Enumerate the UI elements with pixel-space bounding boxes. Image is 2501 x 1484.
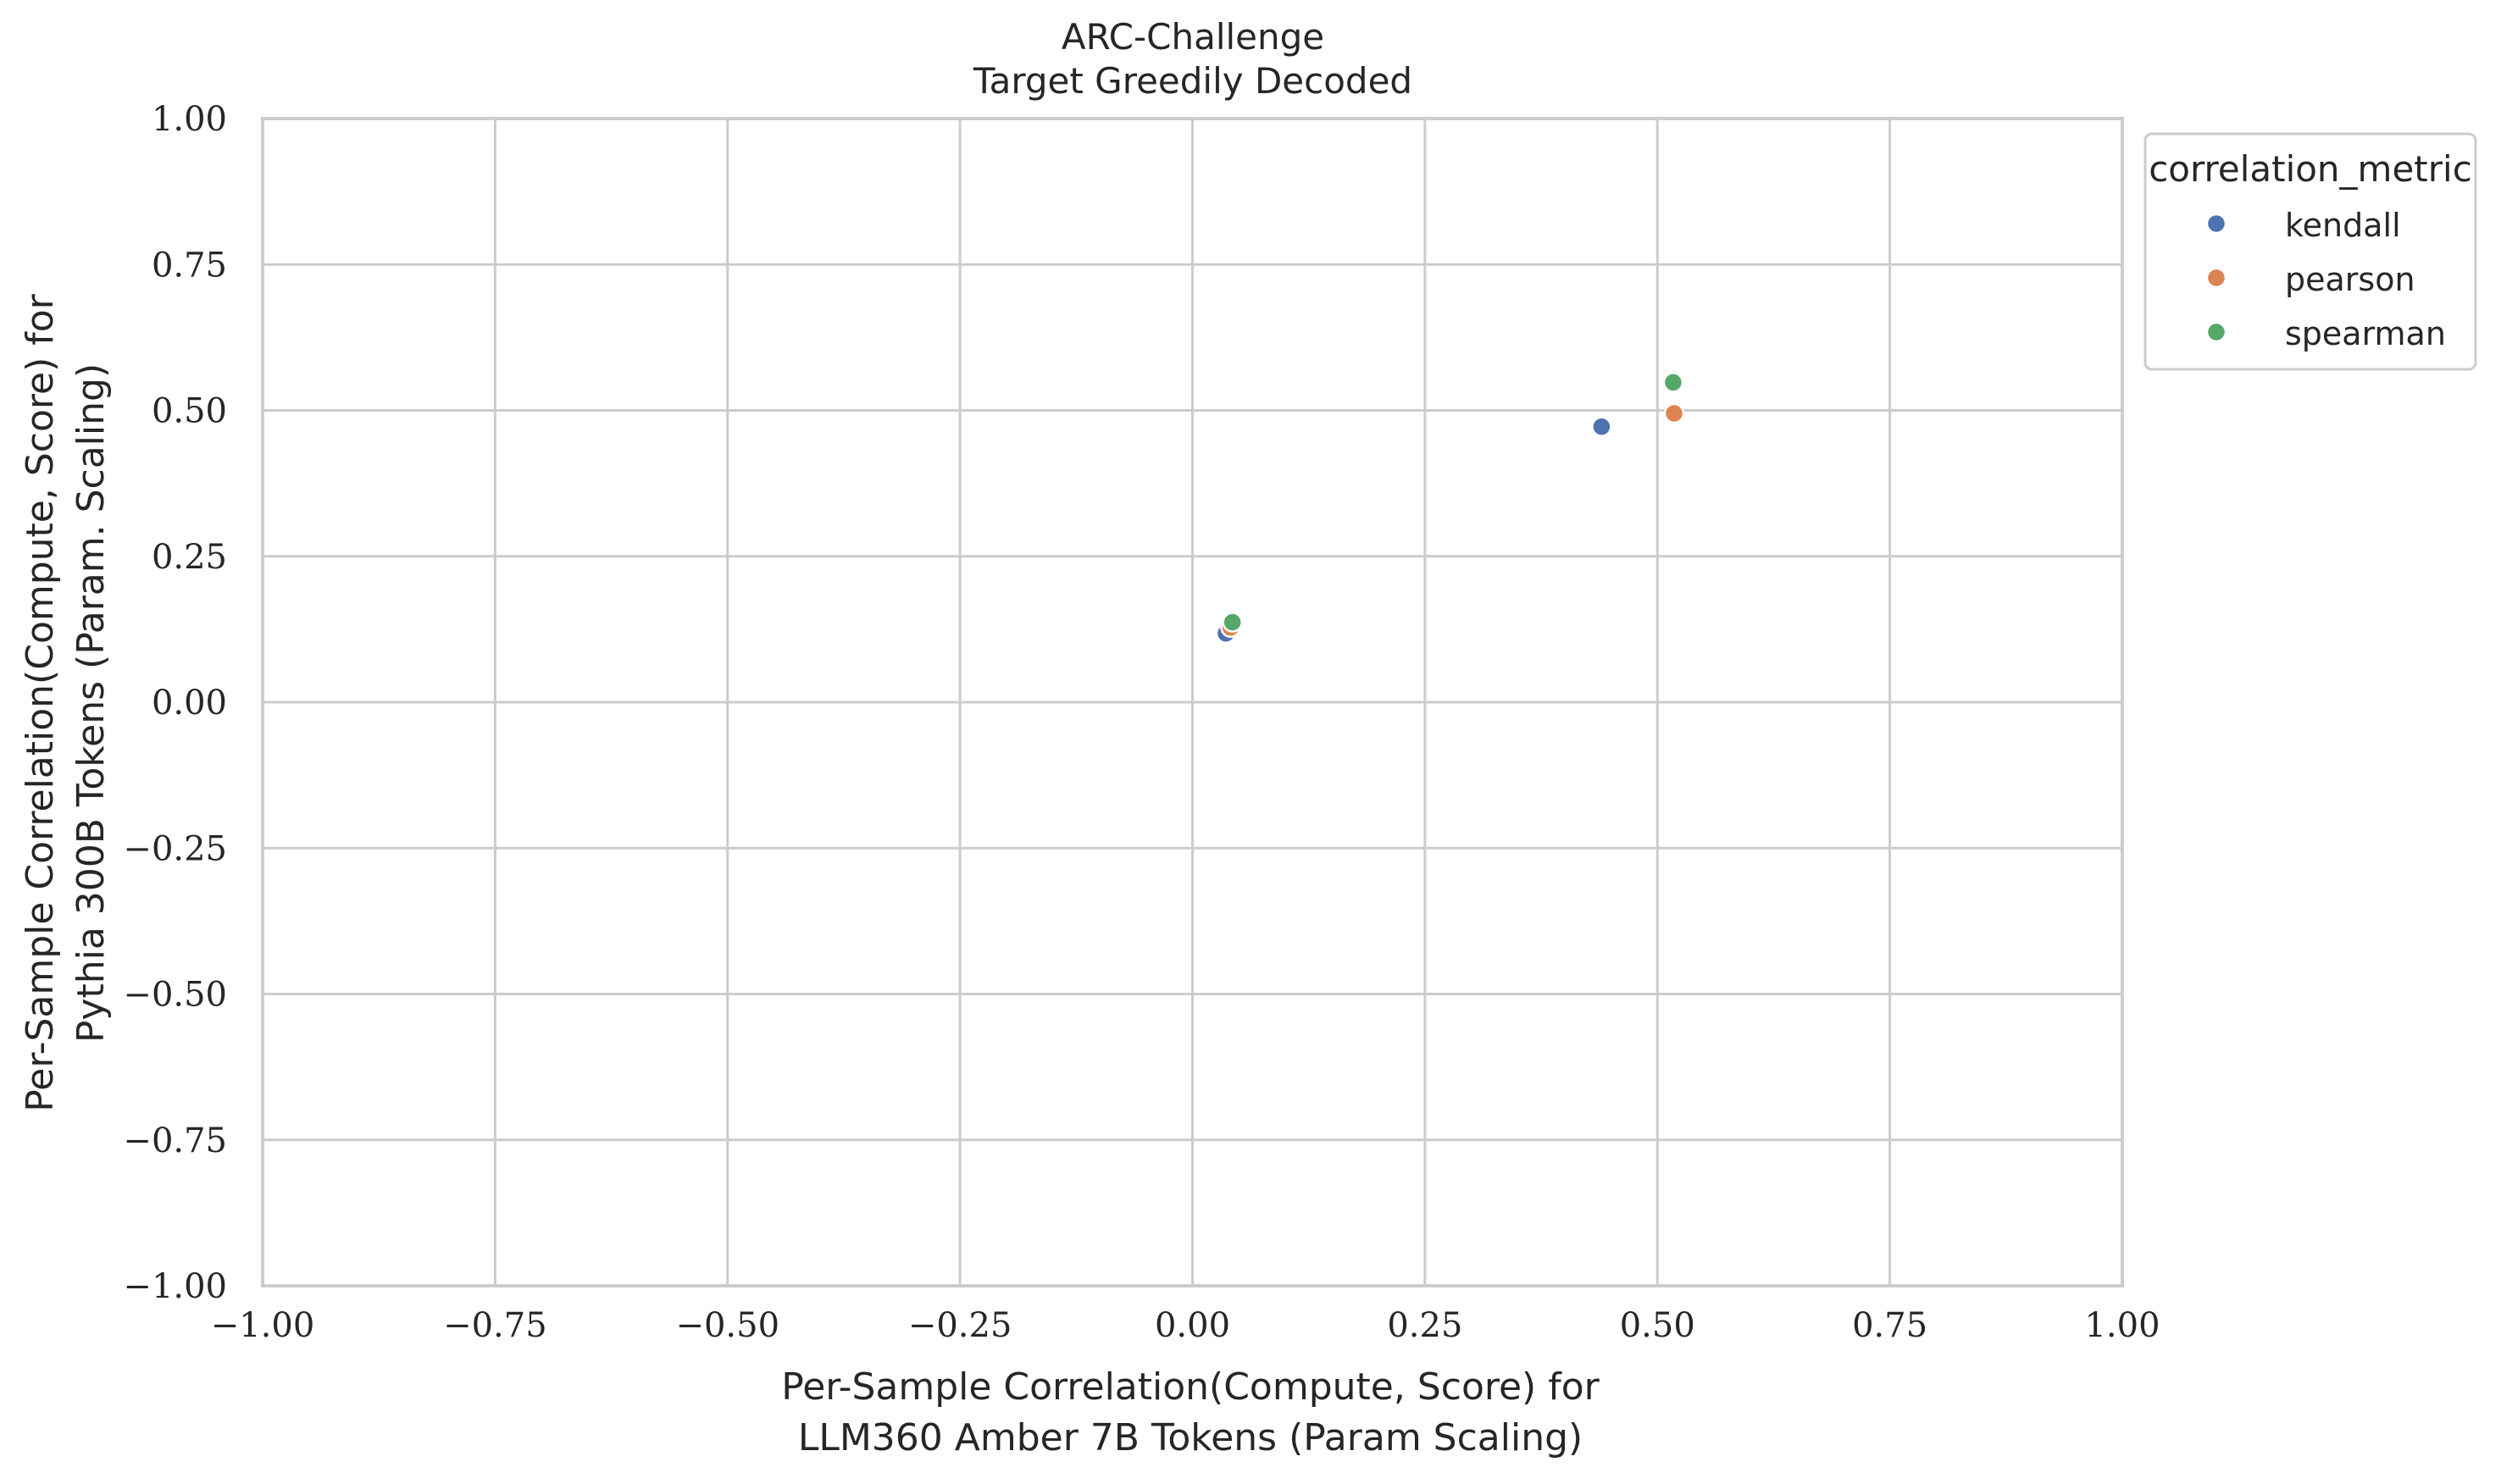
x-axis-label-line-1: Per-Sample Correlation(Compute, Score) f… [781,1365,1600,1409]
x-tick-label: −0.25 [908,1306,1012,1345]
x-tick-label: −0.75 [443,1306,547,1345]
y-tick-label: −0.75 [123,1121,227,1160]
legend-marker-spearman [2205,321,2227,343]
legend-label-spearman: spearman [2285,315,2446,352]
plot-area-frame [261,117,2124,1287]
legend-marker-kendall [2205,213,2227,235]
x-tick-label: 0.50 [1620,1306,1695,1345]
y-tick-label: 0.00 [152,684,227,723]
point-pearson-1 [1663,402,1685,424]
point-spearman-0 [1222,612,1243,633]
point-spearman-1 [1662,372,1684,393]
y-tick-label: 0.75 [152,246,227,285]
y-tick-label: −0.50 [123,976,227,1015]
x-tick-labels: −1.00 −0.75 −0.50 −0.25 0.00 0.25 0.50 0.75 1.00 [211,1306,2160,1345]
data-points [1215,372,1685,644]
grid-lines [261,117,2124,1287]
legend-box [2143,132,2477,371]
x-tick-label: 0.00 [1155,1306,1230,1345]
x-tick-label: 0.25 [1387,1306,1462,1345]
legend-marker-pearson [2205,267,2227,289]
y-tick-labels: −1.00 −0.75 −0.50 −0.25 0.00 0.25 0.50 0.75 1.00 [123,100,227,1306]
chart-title-line-1: ARC-Challenge [1062,16,1324,58]
x-tick-label: −0.50 [675,1306,779,1345]
y-tick-label: 0.25 [152,538,227,577]
x-tick-label: −1.00 [211,1306,315,1345]
y-tick-label: −0.25 [123,829,227,868]
y-tick-label: 0.50 [152,392,227,431]
x-tick-label: 1.00 [2084,1306,2160,1345]
x-tick-label: 0.75 [1852,1306,1927,1345]
legend-entries: kendall pearson spearman [2205,207,2446,352]
point-kendall-1 [1591,416,1612,438]
legend-label-pearson: pearson [2285,261,2415,298]
chart-title-line-2: Target Greedily Decoded [973,60,1412,102]
y-axis-label-line-1: Per-Sample Correlation(Compute, Score) f… [19,293,62,1111]
y-tick-label: −1.00 [123,1267,227,1306]
y-tick-label: 1.00 [152,100,227,139]
legend-title: correlation_metric [2149,148,2472,190]
legend-label-kendall: kendall [2285,207,2401,244]
x-axis-label-line-2: LLM360 Amber 7B Tokens (Param Scaling) [798,1416,1583,1459]
y-axis-label-line-2: Pythia 300B Tokens (Param. Scaling) [69,363,113,1043]
